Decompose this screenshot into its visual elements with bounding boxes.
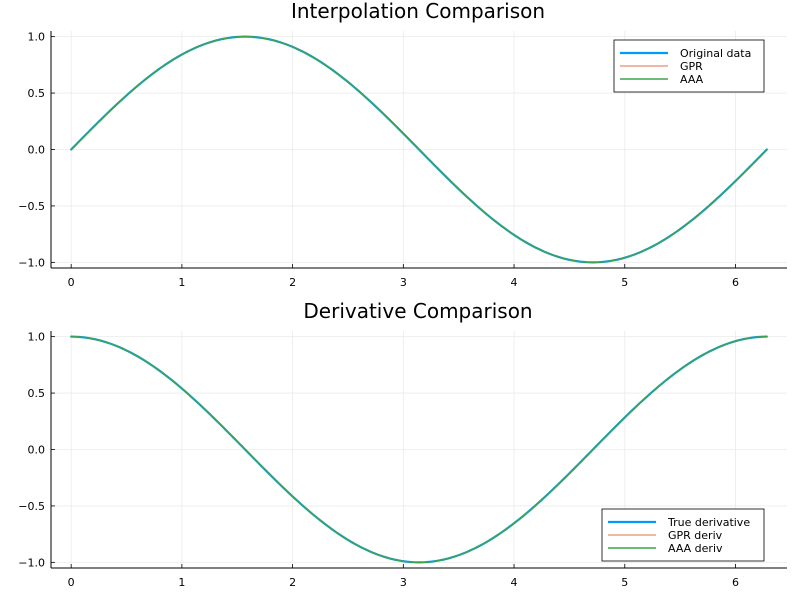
- chart-title-derivative: Derivative Comparison: [303, 299, 532, 323]
- x-tick-label: 3: [400, 276, 407, 289]
- x-tick-label: 5: [621, 276, 628, 289]
- tick-labels: 0 1 2 3 4 5 6 1.0 0.5 0.0 −0.5 −1.0: [18, 31, 739, 289]
- legend-label-gpr: GPR: [680, 60, 703, 73]
- y-tick-label: 1.0: [28, 31, 46, 44]
- legend: True derivative GPR deriv AAA deriv: [601, 508, 765, 562]
- y-tick-label: −1.0: [18, 256, 45, 269]
- interpolation-panel: Interpolation Comparison 0 1 2 3 4 5 6 1.0 0.5 0.…: [18, 0, 787, 289]
- axes: [50, 31, 787, 269]
- x-tick-label: 0: [68, 576, 75, 589]
- x-tick-label: 2: [289, 276, 296, 289]
- series-line-aaa-deriv: [70, 335, 768, 564]
- axes: [50, 331, 787, 569]
- y-tick-label: −1.0: [18, 556, 45, 569]
- y-tick-label: −0.5: [18, 200, 45, 213]
- series-lines: [70, 35, 768, 264]
- x-tick-label: 5: [621, 576, 628, 589]
- y-tick-label: 0.0: [28, 444, 46, 457]
- y-tick-label: 0.5: [28, 87, 46, 100]
- x-tick-label: 2: [289, 576, 296, 589]
- y-tick-label: 0.5: [28, 387, 46, 400]
- x-tick-label: 1: [178, 276, 185, 289]
- legend-label-original-data: Original data: [680, 47, 751, 60]
- x-tick-label: 6: [732, 276, 739, 289]
- x-tick-label: 1: [178, 576, 185, 589]
- y-tick-label: 1.0: [28, 331, 46, 344]
- legend-label-gpr-deriv: GPR deriv: [668, 529, 723, 542]
- tick-labels: 0 1 2 3 4 5 6 1.0 0.5 0.0 −0.5 −1.0: [18, 331, 739, 589]
- derivative-panel: Derivative Comparison 0 1 2 3 4 5 6 1.0 0.5 0.0 −0…: [18, 299, 787, 589]
- y-tick-label: −0.5: [18, 500, 45, 513]
- legend-label-aaa: AAA: [680, 73, 704, 86]
- grid: [51, 331, 787, 568]
- x-tick-label: 4: [511, 576, 518, 589]
- x-tick-label: 4: [511, 276, 518, 289]
- legend-label-true-derivative: True derivative: [667, 516, 750, 529]
- y-tick-label: 0.0: [28, 144, 46, 157]
- series-lines: [70, 335, 768, 564]
- x-tick-label: 3: [400, 576, 407, 589]
- legend: Original data GPR AAA: [613, 39, 765, 93]
- chart-title-interpolation: Interpolation Comparison: [291, 0, 545, 23]
- x-tick-label: 0: [68, 276, 75, 289]
- series-line-aaa: [70, 35, 768, 264]
- x-tick-label: 6: [732, 576, 739, 589]
- legend-label-aaa-deriv: AAA deriv: [668, 542, 723, 555]
